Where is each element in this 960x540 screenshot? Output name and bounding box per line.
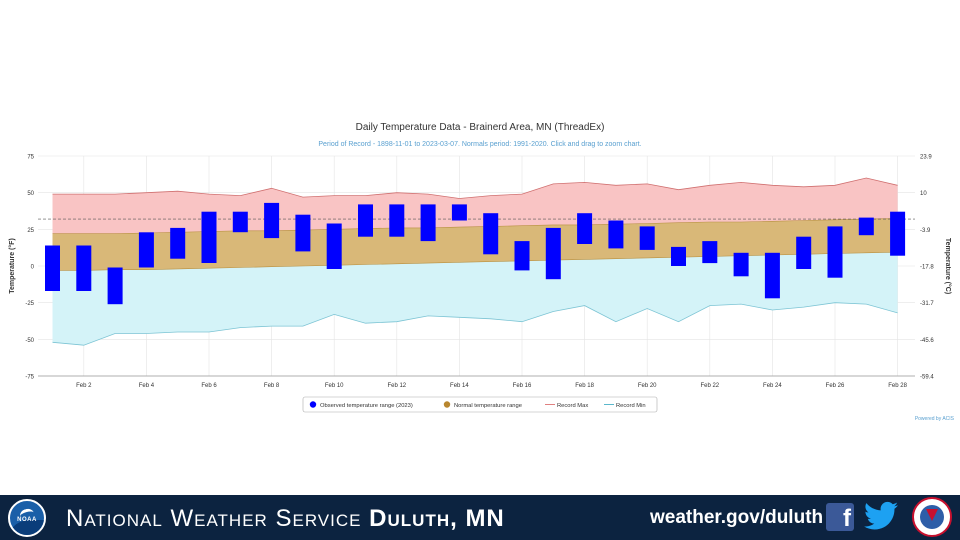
observed-bar[interactable] xyxy=(232,211,248,233)
y-axis-label-left: Temperature (°F) xyxy=(8,238,16,294)
legend-label: Record Max xyxy=(557,403,588,409)
nws-title: National Weather Service Duluth, MN xyxy=(66,505,505,533)
observed-bar[interactable] xyxy=(890,211,906,256)
observed-bar[interactable] xyxy=(796,236,812,269)
noaa-logo-text: NOAA xyxy=(17,517,37,523)
x-tick-label: Feb 14 xyxy=(450,383,469,389)
legend-item[interactable]: Normal temperature range xyxy=(443,401,522,409)
observed-bar[interactable] xyxy=(45,245,60,292)
normal-range-area xyxy=(52,218,898,271)
observed-bar[interactable] xyxy=(545,227,561,280)
footer-banner: NOAA National Weather Service Duluth, MN… xyxy=(0,495,960,540)
twitter-icon[interactable] xyxy=(864,501,898,531)
observed-bar[interactable] xyxy=(827,226,843,278)
x-tick-label: Feb 18 xyxy=(575,383,594,389)
facebook-icon[interactable]: f xyxy=(826,503,854,532)
y-tick-label-left: 75 xyxy=(27,155,34,161)
x-tick-label: Feb 16 xyxy=(513,383,532,389)
axes: 75 23.9 50 10 25 -3.9 0 -17.8 -25 -31.7 -50 -45.6 -7… xyxy=(25,155,934,390)
office-location: Duluth, MN xyxy=(369,505,505,532)
x-tick-label: Feb 24 xyxy=(763,383,782,389)
y-tick-label-left: -75 xyxy=(25,375,34,381)
observed-bar[interactable] xyxy=(858,217,874,236)
x-tick-label: Feb 8 xyxy=(264,383,280,389)
y-tick-label-right: -45.6 xyxy=(920,338,934,344)
observed-bar[interactable] xyxy=(608,220,624,249)
y-tick-label-right: -3.9 xyxy=(920,228,931,234)
observed-bar[interactable] xyxy=(514,241,530,271)
nws-seal-icon xyxy=(912,497,952,537)
temperature-chart[interactable]: Daily Temperature Data - Brainerd Area, … xyxy=(0,0,960,495)
legend[interactable]: Observed temperature range (2023) Normal … xyxy=(302,396,658,413)
y-axis-label-right: Temperature (°C) xyxy=(944,238,952,294)
observed-bar[interactable] xyxy=(107,267,123,305)
normal-low-line xyxy=(52,251,898,271)
observed-bar[interactable] xyxy=(201,211,217,263)
y-tick-label-left: -50 xyxy=(25,338,34,344)
x-tick-label: Feb 12 xyxy=(387,383,406,389)
legend-marker xyxy=(443,401,451,408)
observed-bars[interactable] xyxy=(45,202,906,305)
observed-bar[interactable] xyxy=(264,202,280,239)
observed-bar[interactable] xyxy=(733,252,749,277)
legend-label: Record Min xyxy=(616,403,646,409)
observed-bar[interactable] xyxy=(76,245,92,292)
observed-bar[interactable] xyxy=(295,214,311,252)
record-max-line xyxy=(52,177,898,199)
y-tick-label-right: -31.7 xyxy=(920,301,934,307)
record-min-line xyxy=(52,302,898,346)
observed-bar[interactable] xyxy=(451,204,467,221)
y-tick-label-left: 0 xyxy=(31,265,35,271)
observed-bar[interactable] xyxy=(671,246,686,266)
chart-container[interactable]: Daily Temperature Data - Brainerd Area, … xyxy=(0,0,960,495)
legend-item[interactable]: Record Max xyxy=(545,403,588,409)
observed-bar[interactable] xyxy=(764,252,780,299)
y-tick-label-left: -25 xyxy=(25,301,34,307)
observed-bar[interactable] xyxy=(389,204,405,237)
x-tick-label: Feb 22 xyxy=(700,383,719,389)
y-tick-label-right: -59.4 xyxy=(920,375,934,381)
observed-bar[interactable] xyxy=(639,226,655,250)
x-tick-label: Feb 2 xyxy=(76,383,92,389)
x-tick-label: Feb 28 xyxy=(888,383,907,389)
observed-bar[interactable] xyxy=(358,204,373,237)
y-tick-label-right: 10 xyxy=(920,191,927,197)
y-tick-label-left: 25 xyxy=(27,228,34,234)
legend-box xyxy=(302,396,658,413)
x-tick-label: Feb 6 xyxy=(201,383,217,389)
x-tick-label: Feb 4 xyxy=(139,383,155,389)
x-tick-label: Feb 20 xyxy=(638,383,657,389)
chart-title: Daily Temperature Data - Brainerd Area, … xyxy=(356,122,605,133)
noaa-logo-icon: NOAA xyxy=(8,499,46,537)
observed-bar[interactable] xyxy=(420,204,436,242)
chart-subtitle: Period of Record - 1898-11-01 to 2023-03… xyxy=(318,141,641,148)
y-tick-label-right: 23.9 xyxy=(920,155,932,161)
observed-bar[interactable] xyxy=(326,223,342,270)
observed-bar[interactable] xyxy=(138,232,154,268)
observed-bar[interactable] xyxy=(483,213,499,255)
org-name: National Weather Service xyxy=(66,505,362,532)
x-tick-label: Feb 26 xyxy=(826,383,845,389)
legend-marker xyxy=(309,401,317,408)
credit-text[interactable]: Powered by ACIS xyxy=(915,416,955,422)
observed-bar[interactable] xyxy=(577,213,593,244)
x-tick-label: Feb 10 xyxy=(325,383,344,389)
normal-high-line xyxy=(52,218,898,234)
y-tick-label-left: 50 xyxy=(27,191,34,197)
legend-item[interactable]: Observed temperature range (2023) xyxy=(309,401,413,409)
website-link[interactable]: weather.gov/duluth xyxy=(650,507,824,528)
legend-item[interactable]: Record Min xyxy=(604,403,646,409)
plot-areas xyxy=(38,177,915,346)
record-max-area xyxy=(52,178,898,234)
record-min-area xyxy=(52,252,898,346)
observed-bar[interactable] xyxy=(702,241,718,264)
observed-bar[interactable] xyxy=(170,227,186,259)
legend-label: Normal temperature range xyxy=(454,403,522,409)
legend-label: Observed temperature range (2023) xyxy=(320,403,413,409)
y-tick-label-right: -17.8 xyxy=(920,265,934,271)
